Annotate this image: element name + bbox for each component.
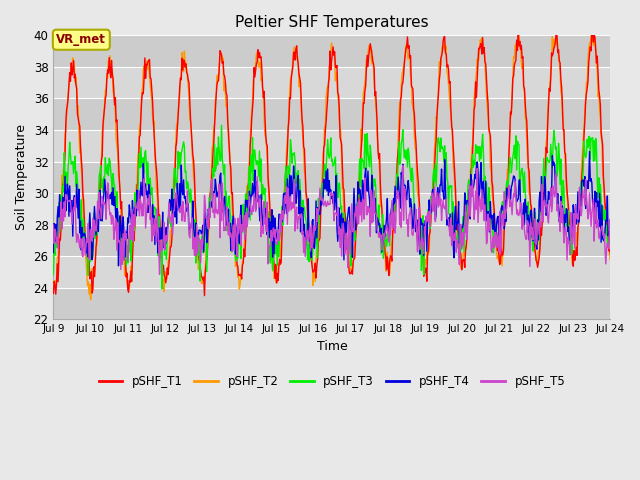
pSHF_T5 bbox=[117, 267, 125, 273]
Bar bbox=[53, 67, 611, 98]
pSHF_T2 bbox=[49, 279, 57, 285]
Line: pSHF_T2: pSHF_T2 bbox=[53, 31, 611, 300]
pSHF_T1 bbox=[607, 251, 614, 257]
Title: Peltier SHF Temperatures: Peltier SHF Temperatures bbox=[235, 15, 429, 30]
Bar bbox=[53, 256, 611, 288]
pSHF_T5 bbox=[417, 238, 425, 244]
pSHF_T2 bbox=[87, 297, 95, 302]
Text: VR_met: VR_met bbox=[56, 33, 106, 46]
pSHF_T3 bbox=[417, 267, 425, 273]
Y-axis label: Soil Temperature: Soil Temperature bbox=[15, 124, 28, 230]
pSHF_T3 bbox=[607, 225, 614, 231]
pSHF_T4 bbox=[174, 207, 182, 213]
pSHF_T1 bbox=[401, 60, 408, 66]
pSHF_T2 bbox=[417, 229, 424, 235]
pSHF_T5 bbox=[401, 186, 409, 192]
pSHF_T5 bbox=[156, 271, 163, 277]
Bar bbox=[53, 162, 611, 193]
pSHF_T3 bbox=[117, 261, 125, 267]
pSHF_T1 bbox=[117, 206, 125, 212]
pSHF_T5 bbox=[174, 206, 182, 212]
pSHF_T1 bbox=[204, 244, 211, 250]
pSHF_T2 bbox=[174, 109, 182, 115]
pSHF_T5 bbox=[607, 239, 614, 245]
pSHF_T3 bbox=[218, 122, 225, 128]
pSHF_T1 bbox=[589, 27, 596, 33]
pSHF_T4 bbox=[586, 149, 593, 155]
pSHF_T2 bbox=[204, 229, 211, 235]
Bar bbox=[53, 288, 611, 319]
pSHF_T1 bbox=[201, 293, 209, 299]
Bar bbox=[53, 130, 611, 162]
pSHF_T3 bbox=[158, 286, 166, 292]
Line: pSHF_T4: pSHF_T4 bbox=[53, 152, 611, 266]
pSHF_T4 bbox=[417, 216, 424, 221]
Line: pSHF_T3: pSHF_T3 bbox=[53, 125, 611, 289]
pSHF_T4 bbox=[401, 182, 408, 188]
pSHF_T3 bbox=[60, 189, 67, 194]
Bar bbox=[53, 36, 611, 67]
pSHF_T2 bbox=[607, 258, 614, 264]
pSHF_T1 bbox=[49, 290, 57, 296]
pSHF_T4 bbox=[115, 263, 122, 269]
pSHF_T3 bbox=[204, 229, 211, 235]
pSHF_T2 bbox=[118, 223, 125, 228]
Line: pSHF_T1: pSHF_T1 bbox=[53, 30, 611, 296]
pSHF_T5 bbox=[204, 221, 211, 227]
pSHF_T5 bbox=[60, 218, 67, 224]
pSHF_T4 bbox=[118, 252, 125, 258]
pSHF_T3 bbox=[401, 147, 409, 153]
pSHF_T5 bbox=[399, 163, 406, 168]
Legend: pSHF_T1, pSHF_T2, pSHF_T3, pSHF_T4, pSHF_T5: pSHF_T1, pSHF_T2, pSHF_T3, pSHF_T4, pSHF… bbox=[94, 371, 570, 393]
X-axis label: Time: Time bbox=[317, 340, 348, 353]
pSHF_T1 bbox=[417, 226, 424, 232]
Line: pSHF_T5: pSHF_T5 bbox=[53, 166, 611, 274]
pSHF_T4 bbox=[49, 250, 57, 255]
pSHF_T5 bbox=[49, 222, 57, 228]
pSHF_T4 bbox=[204, 228, 211, 233]
pSHF_T3 bbox=[174, 149, 182, 155]
Bar bbox=[53, 193, 611, 225]
pSHF_T2 bbox=[401, 60, 408, 66]
pSHF_T4 bbox=[607, 234, 614, 240]
pSHF_T1 bbox=[60, 180, 67, 186]
pSHF_T2 bbox=[60, 167, 67, 172]
Bar bbox=[53, 225, 611, 256]
pSHF_T1 bbox=[173, 125, 181, 131]
pSHF_T3 bbox=[49, 272, 57, 277]
pSHF_T2 bbox=[589, 28, 596, 34]
pSHF_T4 bbox=[60, 204, 67, 210]
Bar bbox=[53, 98, 611, 130]
